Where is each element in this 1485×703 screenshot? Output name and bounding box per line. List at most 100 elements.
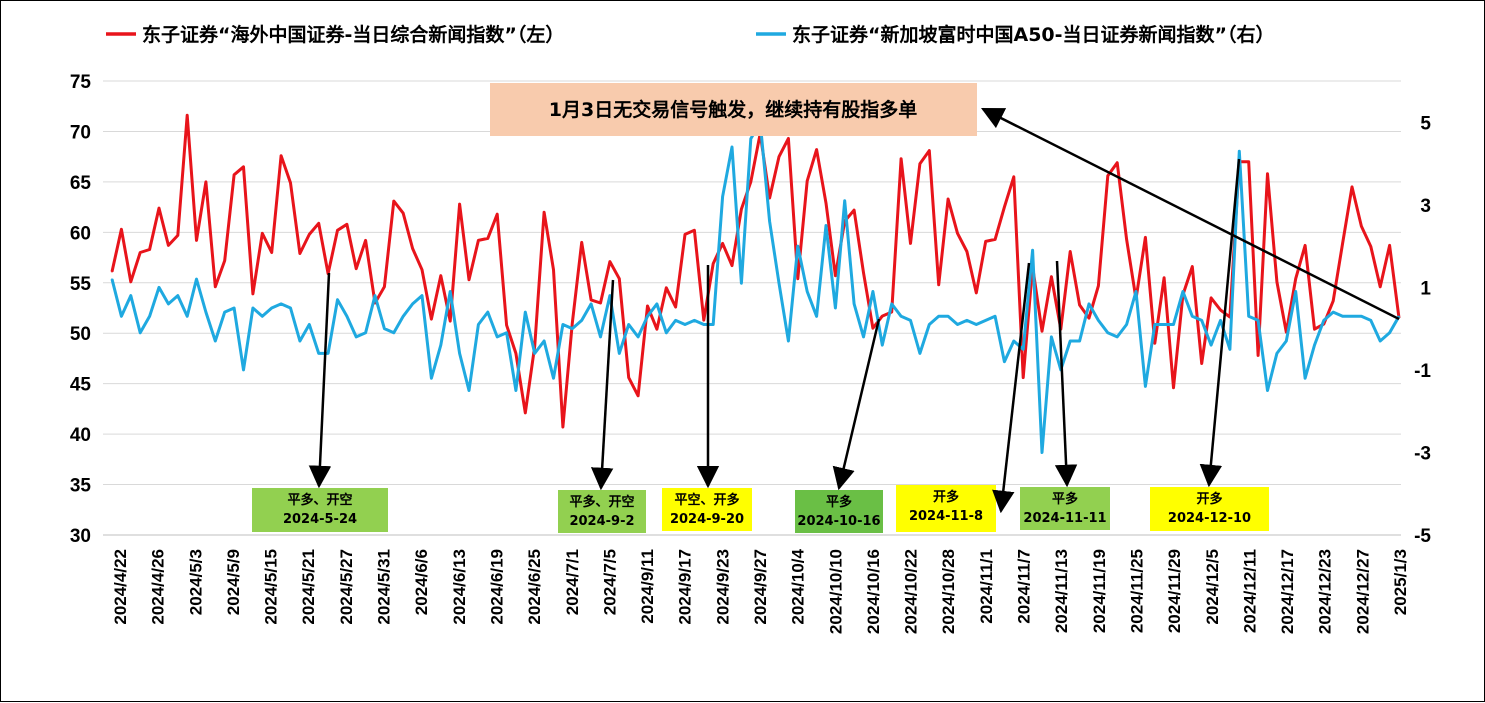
- point-left-series: [252, 293, 254, 295]
- point-right-series: [449, 290, 452, 293]
- point-right-series: [1107, 332, 1109, 334]
- point-right-series: [1022, 348, 1024, 351]
- point-left-series: [346, 223, 348, 226]
- point-right-series: [909, 319, 912, 322]
- signal-box: [558, 490, 646, 533]
- point-left-series: [637, 395, 639, 397]
- point-left-series: [919, 162, 921, 165]
- point-left-series: [787, 137, 790, 140]
- point-right-series: [383, 327, 386, 330]
- point-right-series: [1370, 319, 1372, 322]
- point-left-series: [966, 250, 968, 253]
- point-right-series: [496, 336, 499, 338]
- point-left-series: [336, 229, 339, 232]
- signal-arrow: [308, 272, 332, 489]
- point-left-series: [167, 244, 170, 247]
- point-left-series: [872, 327, 874, 330]
- legend-label-left-series: 东子证券“海外中国证券-当日综合新闻指数”（左）: [142, 23, 564, 46]
- point-right-series: [374, 294, 376, 297]
- point-right-series: [543, 340, 545, 342]
- point-right-series: [1041, 451, 1043, 454]
- point-left-series: [778, 155, 780, 158]
- point-right-series: [1229, 348, 1231, 351]
- x-tick-label: 2024/10/22: [902, 549, 921, 634]
- point-right-series: [1144, 385, 1147, 388]
- point-left-series: [148, 248, 151, 251]
- x-tick-label: 2024/6/19: [487, 549, 506, 625]
- point-right-series: [1191, 315, 1194, 318]
- x-tick-label: 2024/4/26: [149, 549, 168, 625]
- signal-date-label: 2024-5-24: [283, 512, 357, 527]
- x-tick-label: 2024/9/27: [751, 549, 770, 625]
- x-tick-label: 2024/7/1: [563, 549, 582, 615]
- point-right-series: [562, 323, 564, 326]
- point-right-series: [1135, 290, 1137, 293]
- point-right-series: [336, 298, 339, 301]
- point-right-series: [440, 344, 442, 346]
- signal-date-label: 2024-12-10: [1168, 511, 1251, 526]
- point-right-series: [674, 319, 677, 322]
- point-left-series: [1078, 304, 1081, 306]
- signal-arrow: [590, 279, 615, 491]
- point-right-series: [487, 311, 489, 313]
- point-right-series: [524, 311, 527, 313]
- left-tick-label: 40: [70, 425, 91, 446]
- point-left-series: [440, 274, 442, 277]
- gridlines: [103, 80, 1401, 536]
- point-left-series: [1313, 328, 1316, 331]
- point-right-series: [1031, 249, 1034, 251]
- point-left-series: [853, 209, 855, 211]
- callout-arrow: [980, 107, 1400, 321]
- point-right-series: [750, 138, 752, 140]
- point-left-series: [721, 242, 724, 245]
- point-left-series: [270, 251, 273, 254]
- point-right-series: [223, 311, 226, 313]
- point-right-series: [740, 282, 743, 285]
- point-left-series: [458, 203, 461, 205]
- point-left-series: [552, 268, 555, 271]
- signal-arrow: [992, 262, 1031, 514]
- point-left-series: [656, 328, 658, 331]
- x-tick-label: 2024/6/25: [525, 549, 544, 625]
- x-tick-label: 2024/11/29: [1165, 549, 1184, 633]
- point-left-series: [393, 200, 395, 202]
- point-left-series: [1379, 286, 1381, 288]
- point-left-series: [797, 277, 799, 280]
- point-left-series: [806, 180, 808, 182]
- point-right-series: [984, 319, 987, 322]
- legend: 东子证券“海外中国证券-当日综合新闻指数”（左） 东子证券“新加坡富时中国A50-…: [106, 23, 1275, 46]
- point-right-series: [402, 315, 405, 318]
- point-right-series: [1304, 377, 1306, 380]
- x-tick-label: 2024/5/31: [375, 549, 394, 625]
- signal-arrow: [1054, 260, 1078, 488]
- point-right-series: [1313, 344, 1316, 346]
- point-right-series: [665, 332, 668, 334]
- point-left-series: [646, 305, 649, 307]
- point-left-series: [524, 412, 527, 414]
- point-right-series: [599, 336, 602, 338]
- point-right-series: [571, 327, 574, 330]
- point-left-series: [1370, 245, 1372, 248]
- point-left-series: [1276, 281, 1278, 283]
- point-left-series: [186, 114, 188, 117]
- point-left-series: [130, 281, 132, 283]
- point-left-series: [158, 207, 160, 209]
- point-right-series: [580, 319, 583, 322]
- point-right-series: [468, 389, 470, 392]
- signal-arrow: [1199, 158, 1241, 488]
- signal-action-label: 平空、开多: [674, 492, 739, 508]
- point-left-series: [1266, 173, 1269, 175]
- signal-action-label: 平多、开空: [287, 492, 352, 508]
- point-right-series: [1013, 340, 1015, 342]
- point-right-series: [721, 195, 724, 198]
- point-left-series: [1097, 285, 1100, 287]
- point-right-series: [881, 344, 884, 346]
- point-left-series: [1154, 342, 1156, 345]
- point-right-series: [1210, 344, 1212, 346]
- point-left-series: [317, 222, 320, 225]
- point-right-series: [477, 323, 480, 326]
- point-left-series: [449, 320, 452, 322]
- x-tick-label: 2024/10/28: [939, 549, 958, 634]
- point-left-series: [355, 267, 358, 270]
